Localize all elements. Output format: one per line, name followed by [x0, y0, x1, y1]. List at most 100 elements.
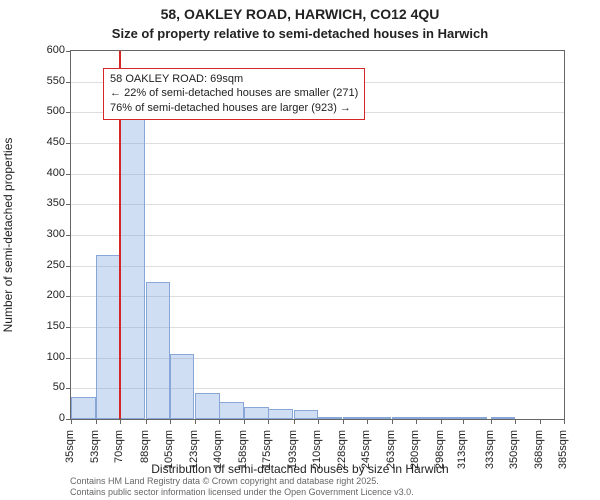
- xtick-mark: [120, 419, 121, 424]
- ytick-label: 150: [10, 320, 65, 332]
- xtick-label: 193sqm: [287, 430, 299, 470]
- xtick-label: 175sqm: [261, 430, 273, 470]
- xtick-label: 210sqm: [311, 430, 323, 470]
- ytick-label: 250: [10, 259, 65, 271]
- xtick-label: 140sqm: [212, 430, 224, 470]
- plot-area: 58 OAKLEY ROAD: 69sqm ← 22% of semi-deta…: [70, 50, 565, 420]
- histogram-bar: [170, 354, 195, 419]
- ytick-label: 350: [10, 197, 65, 209]
- annotation-line1: 58 OAKLEY ROAD: 69sqm: [110, 72, 358, 87]
- xtick-mark: [244, 419, 245, 424]
- chart-title-line1: 58, OAKLEY ROAD, HARWICH, CO12 4QU: [0, 6, 600, 22]
- xtick-mark: [515, 419, 516, 424]
- xtick-mark: [441, 419, 442, 424]
- xtick-label: 88sqm: [139, 430, 151, 470]
- chart-title-line2: Size of property relative to semi-detach…: [0, 26, 600, 41]
- xtick-label: 350sqm: [508, 430, 520, 470]
- histogram-bar: [367, 417, 392, 419]
- histogram-bar: [96, 255, 121, 419]
- ytick-mark: [66, 327, 71, 328]
- xtick-label: 333sqm: [484, 430, 496, 470]
- xtick-label: 245sqm: [360, 430, 372, 470]
- ytick-label: 400: [10, 167, 65, 179]
- ytick-mark: [66, 266, 71, 267]
- histogram-bar: [120, 117, 145, 419]
- histogram-bar: [195, 393, 220, 419]
- ytick-label: 600: [10, 44, 65, 56]
- histogram-bar: [491, 417, 516, 419]
- ytick-label: 450: [10, 136, 65, 148]
- histogram-bar: [416, 417, 441, 419]
- xtick-mark: [392, 419, 393, 424]
- xtick-mark: [195, 419, 196, 424]
- xtick-label: 53sqm: [89, 430, 101, 470]
- xtick-label: 385sqm: [557, 430, 569, 470]
- annotation-line3: 76% of semi-detached houses are larger (…: [110, 101, 358, 116]
- footer-line1: Contains HM Land Registry data © Crown c…: [70, 476, 414, 487]
- ytick-mark: [66, 112, 71, 113]
- ytick-mark: [66, 296, 71, 297]
- xtick-mark: [268, 419, 269, 424]
- histogram-bar: [392, 417, 417, 419]
- ytick-mark: [66, 358, 71, 359]
- histogram-bar: [294, 410, 319, 419]
- xtick-mark: [71, 419, 72, 424]
- xtick-label: 298sqm: [434, 430, 446, 470]
- ytick-label: 550: [10, 75, 65, 87]
- histogram-bar: [219, 402, 244, 419]
- footer-line2: Contains public sector information licen…: [70, 487, 414, 498]
- xtick-mark: [170, 419, 171, 424]
- xtick-mark: [96, 419, 97, 424]
- xtick-mark: [318, 419, 319, 424]
- xtick-label: 263sqm: [385, 430, 397, 470]
- ytick-label: 200: [10, 289, 65, 301]
- ytick-mark: [66, 388, 71, 389]
- annotation-box: 58 OAKLEY ROAD: 69sqm ← 22% of semi-deta…: [103, 68, 365, 121]
- xtick-label: 158sqm: [237, 430, 249, 470]
- histogram-bar: [343, 417, 368, 419]
- gridline-h: [71, 174, 564, 175]
- xtick-mark: [219, 419, 220, 424]
- annotation-line2: ← 22% of semi-detached houses are smalle…: [110, 86, 358, 101]
- xtick-mark: [491, 419, 492, 424]
- xtick-label: 123sqm: [188, 430, 200, 470]
- xtick-mark: [146, 419, 147, 424]
- xtick-mark: [367, 419, 368, 424]
- xtick-label: 368sqm: [533, 430, 545, 470]
- chart-container: { "title_line1": "58, OAKLEY ROAD, HARWI…: [0, 0, 600, 500]
- footer-attribution: Contains HM Land Registry data © Crown c…: [70, 476, 414, 499]
- gridline-h: [71, 143, 564, 144]
- ytick-label: 50: [10, 381, 65, 393]
- gridline-h: [71, 266, 564, 267]
- xtick-label: 70sqm: [113, 430, 125, 470]
- histogram-bar: [318, 417, 343, 419]
- histogram-bar: [463, 417, 488, 419]
- xtick-label: 313sqm: [456, 430, 468, 470]
- xtick-label: 35sqm: [64, 430, 76, 470]
- xtick-label: 280sqm: [409, 430, 421, 470]
- ytick-label: 0: [10, 412, 65, 424]
- xtick-mark: [294, 419, 295, 424]
- xtick-label: 228sqm: [336, 430, 348, 470]
- histogram-bar: [244, 407, 269, 419]
- ytick-label: 500: [10, 105, 65, 117]
- ytick-mark: [66, 143, 71, 144]
- xtick-mark: [416, 419, 417, 424]
- xtick-mark: [463, 419, 464, 424]
- ytick-mark: [66, 51, 71, 52]
- histogram-bar: [268, 409, 293, 419]
- xtick-label: 105sqm: [163, 430, 175, 470]
- ytick-label: 300: [10, 228, 65, 240]
- xtick-mark: [564, 419, 565, 424]
- gridline-h: [71, 235, 564, 236]
- histogram-bar: [71, 397, 96, 419]
- ytick-mark: [66, 235, 71, 236]
- ytick-mark: [66, 204, 71, 205]
- ytick-mark: [66, 174, 71, 175]
- xtick-mark: [343, 419, 344, 424]
- histogram-bar: [146, 282, 171, 419]
- ytick-label: 100: [10, 351, 65, 363]
- xtick-mark: [540, 419, 541, 424]
- gridline-h: [71, 204, 564, 205]
- ytick-mark: [66, 82, 71, 83]
